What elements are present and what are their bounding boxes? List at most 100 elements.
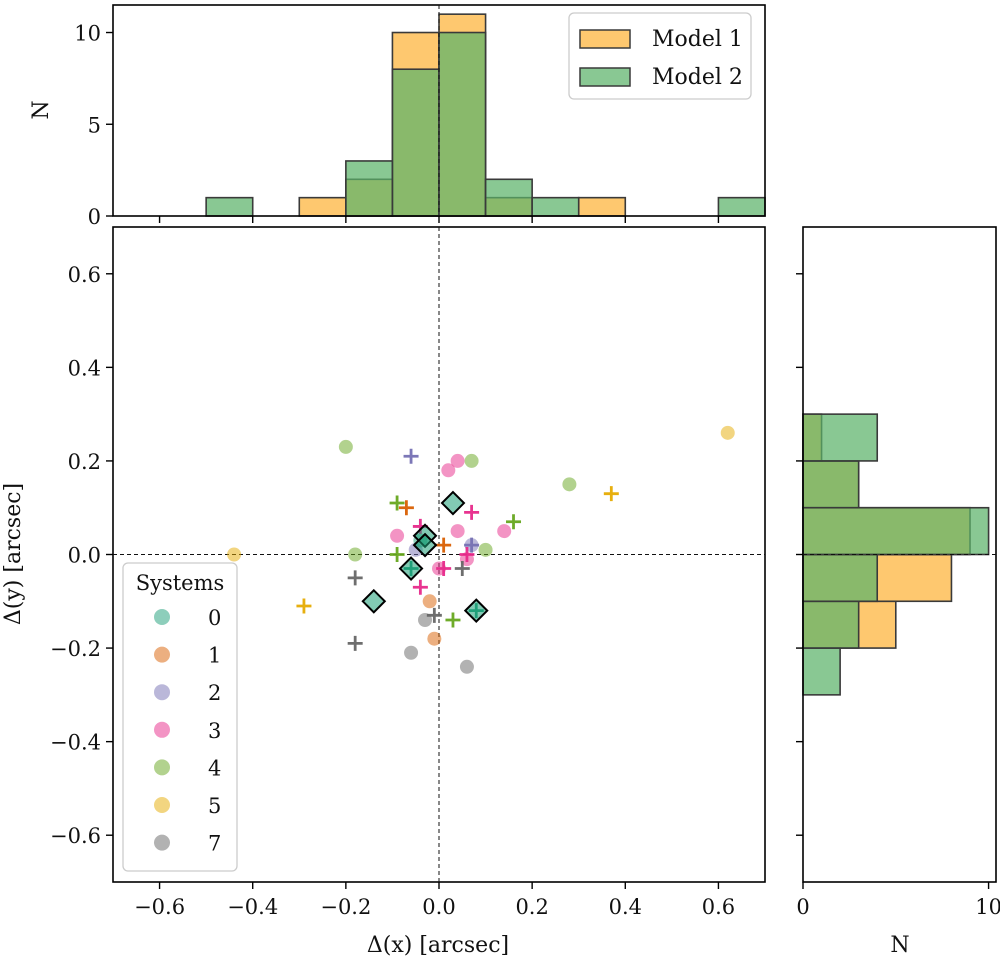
scatter-ytick-label: −0.2: [50, 637, 101, 661]
scatter-ylabel: Δ(y) [arcsec]: [1, 483, 26, 625]
point-circle-sys4-0: [338, 439, 353, 454]
top-hist-bar-2-6: [438, 31, 487, 217]
scatter-ticks: −0.6 −0.4 −0.2 0.0 0.2 0.4 0.6 −0.6 −0.4 −0.2 0.0 0…: [50, 263, 735, 919]
point-circle-sys3-9: [497, 524, 512, 539]
top-hist-bar-2-5: [391, 68, 440, 217]
scatter-ytick-label: 0.6: [68, 263, 101, 287]
point-cross-sys3-10: [459, 547, 475, 562]
top-histogram: 0 5 10 N Model 1 Model 2: [29, 4, 766, 229]
systems-legend-marker-2: [154, 684, 170, 701]
point-cross-sys3-11: [436, 561, 452, 577]
top-histogram-bars: [205, 13, 766, 217]
point-cross-sys7-17: [347, 635, 363, 651]
histogram-legend: Model 1 Model 2: [568, 12, 752, 100]
point-circle-sys5-12: [227, 547, 242, 562]
scatter-plot: −0.6 −0.4 −0.2 0.0 0.2 0.4 0.6 −0.6 −0.4 −0.2 0.0 0…: [1, 226, 766, 958]
right-hist-bar-2-1: [802, 600, 860, 649]
point-circle-sys4-2: [464, 453, 479, 468]
point-cross-sys4-9: [389, 547, 405, 562]
systems-legend-label-2: 2: [208, 681, 221, 705]
point-circle-sys1-14: [422, 594, 437, 609]
systems-legend-marker-0: [154, 609, 170, 625]
point-circle-sys5-13: [720, 425, 735, 440]
legend-swatch-model-1: [579, 29, 631, 49]
point-circle-sys3-5: [441, 463, 456, 478]
right-xtick-label: 10: [975, 895, 1000, 919]
right-hist-bar-2-3: [802, 506, 990, 556]
point-cross-sys1-8: [436, 537, 452, 553]
right-hist-bar-2-5: [802, 413, 879, 462]
scatter-xtick-label: −0.6: [134, 895, 185, 919]
point-circle-sys3-8: [450, 524, 465, 539]
point-cross-sys5-6: [296, 598, 312, 614]
point-cross-sys4-4: [506, 514, 522, 530]
right-histogram-bars: [802, 413, 990, 696]
right-hist-bar-2-2: [802, 553, 879, 603]
reference-lines: [113, 227, 765, 882]
point-cross-sys7-12: [454, 561, 470, 577]
right-histogram: 0 10 N: [796, 226, 1000, 958]
scatter-ytick-label: 0.2: [68, 450, 101, 474]
point-cross-sys1-2: [398, 500, 414, 516]
point-cross-sys7-13: [347, 570, 363, 586]
point-cross-sys2-18: [464, 537, 480, 553]
systems-legend-marker-7: [154, 834, 170, 851]
systems-legend-label-0: 0: [208, 606, 221, 630]
scatter-xtick-label: 0.6: [702, 895, 735, 919]
top-hist-bar-2-4: [345, 160, 394, 217]
systems-legend-marker-4: [154, 759, 170, 776]
scatter-xtick-label: 0.0: [422, 895, 455, 919]
scatter-ytick-label: 0.4: [68, 356, 101, 380]
top-histogram-ylabel: N: [29, 100, 54, 119]
scatter-xlabel: Δ(x) [arcsec]: [367, 933, 509, 958]
top-ytick-label: 0: [88, 205, 101, 229]
scatter-xtick-label: −0.2: [320, 895, 371, 919]
point-cross-sys2-0: [403, 448, 419, 464]
point-circle-sys7-19: [404, 645, 419, 660]
legend-label-model-1: Model 1: [652, 27, 743, 52]
point-circle-sys3-7: [390, 528, 405, 543]
systems-legend-marker-3: [154, 721, 170, 738]
scatter-ytick-label: −0.4: [50, 731, 101, 755]
top-hist-bar-2-1: [205, 196, 254, 217]
right-hist-bar-2-0: [802, 647, 841, 696]
scatter-xtick-label: 0.2: [515, 895, 548, 919]
systems-legend-label-5: 5: [208, 794, 221, 818]
point-diamond-sys0-0: [440, 490, 466, 516]
systems-legend-title: Systems: [136, 571, 225, 595]
systems-legend-label-1: 1: [208, 644, 221, 668]
point-diamond-sys0-2: [412, 532, 438, 558]
scatter-xtick-label: −0.4: [227, 895, 278, 919]
systems-legend-marker-5: [154, 797, 170, 813]
systems-legend-label-3: 3: [208, 719, 221, 743]
top-ytick-label: 5: [88, 113, 101, 137]
point-cross-sys4-1: [389, 495, 405, 511]
point-circle-sys4-4: [478, 542, 493, 557]
top-hist-bar-2-8: [531, 196, 580, 217]
point-cross-sys4-15: [445, 612, 461, 628]
top-hist-bar-2-12: [717, 196, 766, 217]
point-circle-sys1-15: [427, 631, 442, 646]
top-ytick-label: 10: [74, 22, 101, 46]
point-cross-sys7-16: [426, 607, 442, 623]
point-cross-sys3-14: [412, 579, 428, 595]
point-cross-sys3-3: [464, 504, 480, 520]
point-circle-sys4-3: [562, 477, 577, 492]
point-circle-sys3-6: [450, 453, 465, 468]
legend-label-model-2: Model 2: [652, 65, 743, 90]
scatter-points: [227, 425, 735, 674]
scatter-xtick-label: 0.4: [609, 895, 642, 919]
right-histogram-ticks: 0 10: [796, 273, 1000, 919]
top-hist-bar-1-3: [298, 196, 347, 217]
systems-legend-label-4: 4: [208, 756, 221, 780]
right-histogram-xlabel: N: [890, 933, 909, 958]
systems-legend-box: [122, 562, 238, 872]
systems-legend: Systems 0 1 2 3 4 5 7: [122, 562, 238, 872]
point-circle-sys7-20: [459, 659, 474, 674]
right-xtick-label: 0: [796, 895, 809, 919]
scatter-ytick-label: −0.6: [50, 824, 101, 848]
point-diamond-sys0-5: [463, 598, 489, 624]
point-circle-sys4-1: [348, 547, 363, 562]
right-hist-bar-2-4: [802, 460, 860, 509]
